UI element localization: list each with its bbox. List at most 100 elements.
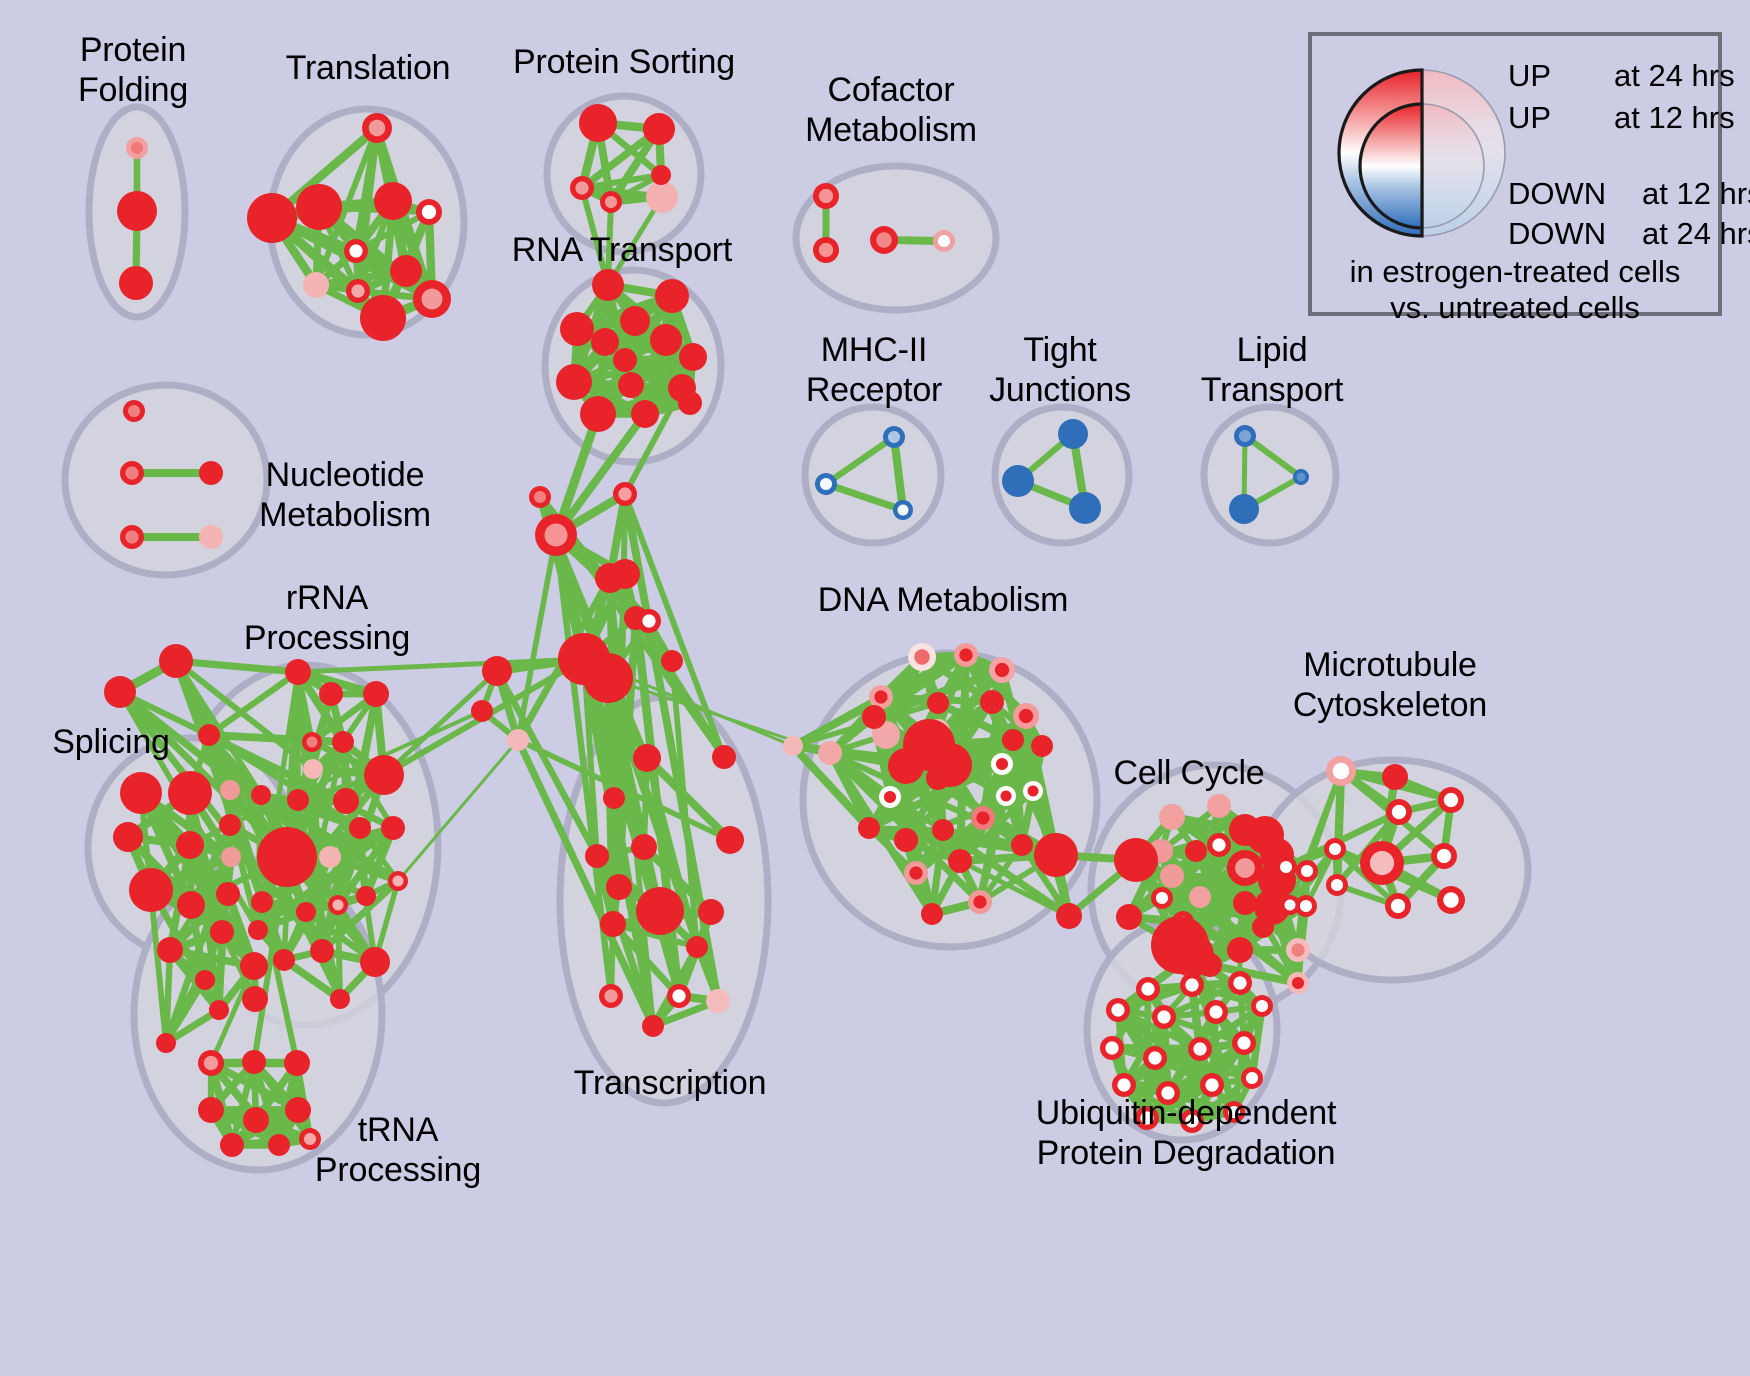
network-node[interactable] <box>129 868 173 912</box>
network-node[interactable] <box>198 724 220 746</box>
network-node[interactable] <box>1135 1106 1159 1130</box>
network-node[interactable] <box>113 822 143 852</box>
network-node[interactable] <box>600 911 626 937</box>
network-node[interactable] <box>390 255 422 287</box>
network-node[interactable] <box>176 831 204 859</box>
network-node[interactable] <box>346 279 370 303</box>
network-node[interactable] <box>1106 998 1130 1022</box>
network-node[interactable] <box>1234 425 1256 447</box>
network-node[interactable] <box>667 984 691 1008</box>
network-node[interactable] <box>1013 703 1039 729</box>
network-node[interactable] <box>643 113 675 145</box>
network-node[interactable] <box>633 744 661 772</box>
network-node[interactable] <box>650 324 682 356</box>
network-node[interactable] <box>600 191 622 213</box>
network-node[interactable] <box>862 705 886 729</box>
network-node[interactable] <box>1326 874 1348 896</box>
network-node[interactable] <box>268 1134 290 1156</box>
network-node[interactable] <box>606 874 632 900</box>
network-node[interactable] <box>1002 729 1024 751</box>
network-node[interactable] <box>221 847 241 867</box>
network-node[interactable] <box>303 759 323 779</box>
network-node[interactable] <box>471 700 493 722</box>
network-node[interactable] <box>1011 834 1033 856</box>
network-node[interactable] <box>364 755 404 795</box>
network-node[interactable] <box>333 788 359 814</box>
network-node[interactable] <box>529 486 551 508</box>
network-node[interactable] <box>933 230 955 252</box>
network-node[interactable] <box>1180 973 1204 997</box>
network-node[interactable] <box>870 226 898 254</box>
network-node[interactable] <box>1326 756 1356 786</box>
network-node[interactable] <box>198 1050 224 1076</box>
network-node[interactable] <box>284 1050 310 1076</box>
network-node[interactable] <box>620 306 650 336</box>
network-node[interactable] <box>507 729 529 751</box>
network-node[interactable] <box>642 1015 664 1037</box>
network-node[interactable] <box>783 736 803 756</box>
network-node[interactable] <box>209 1000 229 1020</box>
network-node[interactable] <box>248 920 268 940</box>
network-node[interactable] <box>1207 794 1231 818</box>
network-node[interactable] <box>219 814 241 836</box>
network-node[interactable] <box>198 1097 224 1123</box>
network-node[interactable] <box>1156 1081 1180 1105</box>
network-node[interactable] <box>869 685 893 709</box>
network-node[interactable] <box>240 952 268 980</box>
network-node[interactable] <box>117 191 157 231</box>
network-node[interactable] <box>1152 1005 1176 1029</box>
network-node[interactable] <box>603 787 625 809</box>
network-node[interactable] <box>119 266 153 300</box>
network-node[interactable] <box>989 657 1015 683</box>
network-node[interactable] <box>216 882 240 906</box>
network-node[interactable] <box>220 780 240 800</box>
network-node[interactable] <box>1023 781 1043 801</box>
network-node[interactable] <box>636 887 684 935</box>
network-node[interactable] <box>1031 735 1053 757</box>
network-node[interactable] <box>302 732 322 752</box>
network-node[interactable] <box>1360 841 1404 885</box>
network-node[interactable] <box>1223 1101 1245 1123</box>
network-node[interactable] <box>1170 933 1214 977</box>
network-node[interactable] <box>894 828 918 852</box>
network-node[interactable] <box>1227 850 1263 886</box>
network-node[interactable] <box>1382 764 1408 790</box>
network-node[interactable] <box>210 920 234 944</box>
network-node[interactable] <box>199 525 223 549</box>
network-node[interactable] <box>1438 787 1464 813</box>
network-node[interactable] <box>242 1050 266 1074</box>
network-node[interactable] <box>888 748 924 784</box>
network-node[interactable] <box>363 681 389 707</box>
network-node[interactable] <box>872 721 900 749</box>
network-node[interactable] <box>678 391 702 415</box>
network-node[interactable] <box>1386 799 1412 825</box>
network-node[interactable] <box>996 786 1016 806</box>
network-node[interactable] <box>360 947 390 977</box>
network-node[interactable] <box>381 816 405 840</box>
network-node[interactable] <box>908 643 936 671</box>
network-node[interactable] <box>1116 904 1142 930</box>
network-node[interactable] <box>592 269 624 301</box>
network-node[interactable] <box>1293 469 1309 485</box>
network-node[interactable] <box>580 396 616 432</box>
network-node[interactable] <box>273 949 295 971</box>
network-node[interactable] <box>610 559 640 589</box>
network-node[interactable] <box>1324 838 1346 860</box>
network-node[interactable] <box>655 279 689 313</box>
network-node[interactable] <box>285 1097 311 1123</box>
network-node[interactable] <box>120 772 162 814</box>
network-node[interactable] <box>879 786 901 808</box>
network-node[interactable] <box>661 650 683 672</box>
network-node[interactable] <box>242 986 268 1012</box>
network-node[interactable] <box>243 1107 269 1133</box>
network-node[interactable] <box>813 237 839 263</box>
network-node[interactable] <box>1295 895 1317 917</box>
network-node[interactable] <box>560 312 594 346</box>
network-node[interactable] <box>330 989 350 1009</box>
network-node[interactable] <box>1188 1037 1212 1061</box>
network-node[interactable] <box>858 817 880 839</box>
network-node[interactable] <box>349 817 371 839</box>
network-node[interactable] <box>980 690 1004 714</box>
network-node[interactable] <box>1034 833 1078 877</box>
network-node[interactable] <box>1160 864 1184 888</box>
